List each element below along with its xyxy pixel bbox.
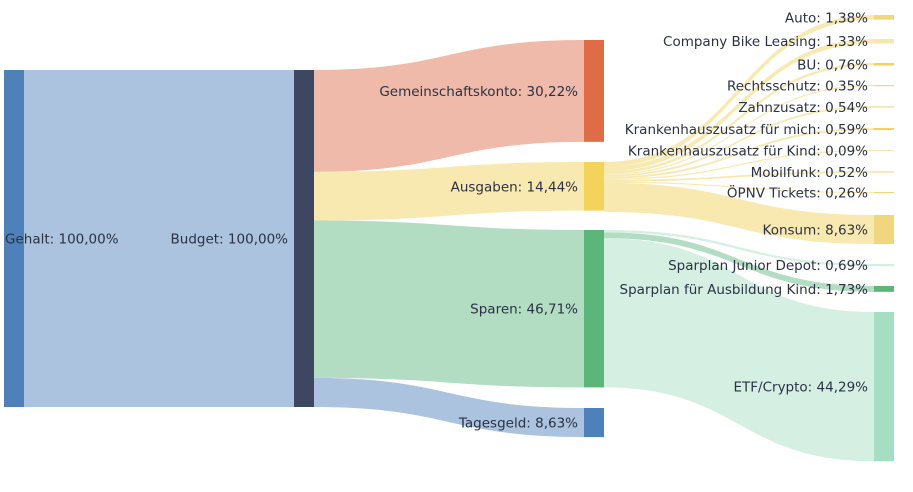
node-label-junior: Sparplan Junior Depot: 0,69% <box>668 258 868 274</box>
node-kh_kind[interactable] <box>874 150 894 152</box>
node-etf[interactable] <box>874 312 894 462</box>
node-budget[interactable] <box>294 70 314 407</box>
link-budget-to-sparen[interactable] <box>314 220 584 388</box>
node-label-oepnv: ÖPNV Tickets: 0,26% <box>727 184 868 202</box>
link-ausgaben-to-oepnv[interactable] <box>604 181 874 194</box>
node-label-gemeinschaftskonto: Gemeinschaftskonto: 30,22% <box>379 84 578 100</box>
link-budget-to-tagesgeld[interactable] <box>314 377 584 438</box>
node-konsum[interactable] <box>874 215 894 245</box>
node-mobilfunk[interactable] <box>874 171 894 173</box>
node-sparen[interactable] <box>584 230 604 388</box>
node-label-bike: Company Bike Leasing: 1,33% <box>663 34 868 50</box>
link-sparen-to-ausbildung[interactable] <box>604 232 874 292</box>
node-label-rechtsschutz: Rechtsschutz: 0,35% <box>727 79 868 95</box>
node-label-ausgaben: Ausgaben: 14,44% <box>451 179 579 195</box>
node-label-kh_kind: Krankenhauszusatz für Kind: 0,09% <box>628 144 868 160</box>
link-ausgaben-to-mobilfunk[interactable] <box>604 171 874 182</box>
node-ausbildung[interactable] <box>874 286 894 292</box>
labels-layer: Gehalt: 100,00% Budget: 100,00% Gemeinscha… <box>5 10 868 431</box>
node-bu[interactable] <box>874 63 894 66</box>
link-gehalt-to-budget[interactable] <box>24 70 294 407</box>
link-ausgaben-to-bike[interactable] <box>604 39 874 172</box>
link-ausgaben-to-bu[interactable] <box>604 63 874 174</box>
node-bike[interactable] <box>874 39 894 44</box>
node-rechtsschutz[interactable] <box>874 85 894 87</box>
node-label-bu: BU: 0,76% <box>797 57 868 73</box>
node-tagesgeld[interactable] <box>584 408 604 438</box>
node-label-kh_mich: Krankenhauszusatz für mich: 0,59% <box>625 122 868 138</box>
node-ausgaben[interactable] <box>584 162 604 211</box>
link-sparen-to-junior[interactable] <box>604 230 874 267</box>
node-oepnv[interactable] <box>874 192 894 194</box>
node-gehalt[interactable] <box>4 70 24 407</box>
node-label-etf: ETF/Crypto: 44,29% <box>734 380 869 396</box>
link-budget-to-ausgaben[interactable] <box>314 162 584 221</box>
link-budget-to-gemeinschaftskonto[interactable] <box>314 40 584 172</box>
node-label-budget: Budget: 100,00% <box>171 232 289 248</box>
link-ausgaben-to-kh_kind[interactable] <box>604 150 874 180</box>
nodes-layer <box>4 15 894 462</box>
link-ausgaben-to-konsum[interactable] <box>604 182 874 245</box>
node-label-auto: Auto: 1,38% <box>785 10 868 26</box>
node-junior[interactable] <box>874 264 894 267</box>
node-kh_mich[interactable] <box>874 128 894 130</box>
node-label-konsum: Konsum: 8,63% <box>763 223 869 239</box>
node-label-sparen: Sparen: 46,71% <box>470 302 578 318</box>
node-label-tagesgeld: Tagesgeld: 8,63% <box>458 416 578 432</box>
node-label-gehalt: Gehalt: 100,00% <box>5 232 119 248</box>
node-label-mobilfunk: Mobilfunk: 0,52% <box>751 165 869 181</box>
link-ausgaben-to-zahnzusatz[interactable] <box>604 106 874 177</box>
node-auto[interactable] <box>874 15 894 20</box>
link-ausgaben-to-rechtsschutz[interactable] <box>604 85 874 175</box>
links-layer <box>24 15 874 462</box>
node-label-ausbildung: Sparplan für Ausbildung Kind: 1,73% <box>620 282 869 298</box>
link-ausgaben-to-auto[interactable] <box>604 15 874 167</box>
node-zahnzusatz[interactable] <box>874 106 894 108</box>
link-sparen-to-etf[interactable] <box>604 238 874 462</box>
node-label-zahnzusatz: Zahnzusatz: 0,54% <box>738 100 868 116</box>
link-ausgaben-to-kh_mich[interactable] <box>604 128 874 179</box>
node-gemeinschaftskonto[interactable] <box>584 40 604 142</box>
